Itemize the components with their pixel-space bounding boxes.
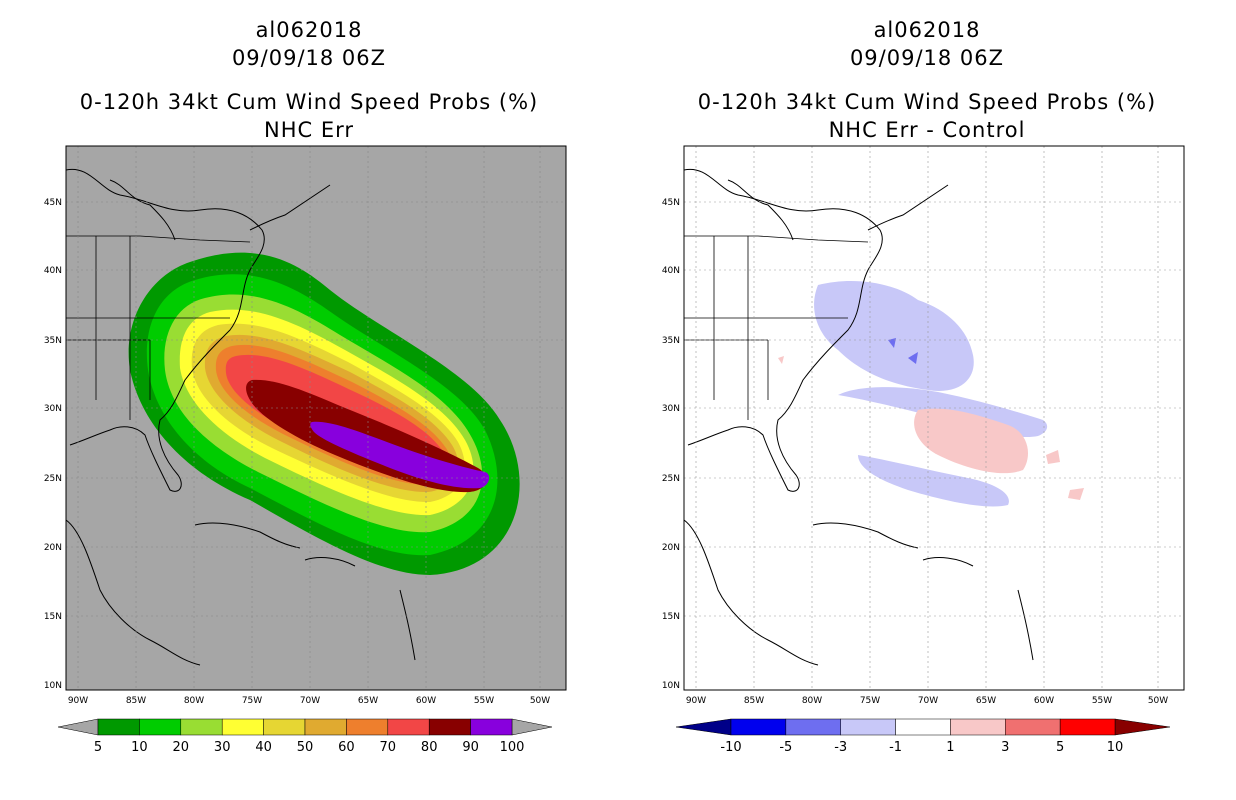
lon-label: 80W [184,696,204,706]
product-title: 0-120h 34kt Cum Wind Speed Probs (%) [697,90,1157,114]
lon-label: 85W [744,696,764,706]
colorbar-bin [730,718,787,736]
colorbar-bin [97,718,140,736]
colorbar-bin [387,718,430,736]
storm-id: al062018 [873,18,981,42]
colorbar-label: 40 [255,740,272,755]
colorbar-label: 90 [462,740,479,755]
colorbar-bin [428,718,471,736]
map-frame [683,145,1185,691]
colorbar-label: 30 [214,740,231,755]
datetime: 09/09/18 06Z [849,46,1005,70]
lat-label: 45N [662,198,680,208]
colorbar-bin [221,718,264,736]
lat-label: 35N [44,336,62,346]
graticule [684,146,1184,690]
lon-label: 60W [416,696,436,706]
lat-label: 30N [44,404,62,414]
colorbar-label: 3 [1001,740,1009,755]
lat-label: 35N [662,336,680,346]
lat-label: 15N [662,612,680,622]
colorbar-label: 20 [173,740,190,755]
lat-label: 40N [662,266,680,276]
lon-label: 70W [918,696,938,706]
difference-field [778,280,1084,507]
colorbar-label: 10 [131,740,148,755]
lat-label: 40N [44,266,62,276]
lon-label: 60W [1034,696,1054,706]
lon-label: 50W [1148,696,1168,706]
lon-label: 50W [530,696,550,706]
colorbar-bin [950,718,1006,736]
storm-id: al062018 [255,18,363,42]
lon-label: 75W [242,696,262,706]
colorbar-bin [139,718,182,736]
colorbar-label: -3 [834,740,847,755]
colorbar: -10 -5 -3 -1 1 3 5 10 [675,718,1171,755]
lat-label: 25N [44,474,62,484]
right-map-figure: 90W 85W 80W 75W 70W 65W 60W 55W 50W 45N … [662,145,1185,755]
lon-label: 85W [126,696,146,706]
lat-label: 10N [44,681,62,691]
lon-label: 70W [300,696,320,706]
colorbar-under-arrow [675,718,732,736]
coastlines [684,168,1034,666]
colorbar-bin [346,718,389,736]
colorbar-under-arrow [57,718,99,736]
map-frame [65,145,567,691]
colorbar-bin [1059,718,1116,736]
colorbar-label: 5 [1056,740,1064,755]
left-map-figure: 90W 85W 80W 75W 70W 65W 60W 55W 50W 45N … [44,145,567,755]
product-title: 0-120h 34kt Cum Wind Speed Probs (%) [79,90,539,114]
lat-label: 15N [44,612,62,622]
colorbar-bin [895,718,951,736]
datetime: 09/09/18 06Z [231,46,387,70]
colorbar-over-arrow [1114,718,1171,736]
lat-label: 25N [662,474,680,484]
colorbar-bin [304,718,347,736]
lon-label: 75W [860,696,880,706]
colorbar-bin [785,718,841,736]
lon-label: 55W [474,696,494,706]
left-panel: al062018 09/09/18 06Z 0-120h 34kt Cum Wi… [44,18,567,755]
coastlines [66,168,416,666]
colorbar-label: -10 [720,740,741,755]
lon-labels: 90W 85W 80W 75W 70W 65W 60W 55W 50W [686,696,1168,706]
subtitle: NHC Err [263,118,354,142]
colorbar-label: 1 [946,740,954,755]
lon-label: 90W [68,696,88,706]
colorbar-label: 70 [380,740,397,755]
colorbar-label: 50 [297,740,314,755]
colorbar-over-arrow [511,718,553,736]
lat-label: 20N [44,543,62,553]
right-panel: al062018 09/09/18 06Z 0-120h 34kt Cum Wi… [618,0,1236,800]
lat-label: 30N [662,404,680,414]
lat-labels: 45N 40N 35N 30N 25N 20N 15N 10N [662,198,680,691]
colorbar-label: 5 [94,740,102,755]
lat-label: 20N [662,543,680,553]
lon-label: 80W [802,696,822,706]
subtitle: NHC Err - Control [828,118,1026,142]
lon-label: 55W [1092,696,1112,706]
lat-labels: 45N 40N 35N 30N 25N 20N 15N 10N [44,198,62,691]
colorbar-label: 80 [421,740,438,755]
lat-label: 45N [44,198,62,208]
lon-label: 65W [976,696,996,706]
colorbar-bin [470,718,513,736]
colorbar-label: -5 [779,740,792,755]
colorbar-bin [840,718,896,736]
graticule [66,146,566,690]
lat-label: 10N [662,681,680,691]
colorbar-bin [180,718,223,736]
lon-label: 90W [686,696,706,706]
lon-label: 65W [358,696,378,706]
colorbar-label: 60 [338,740,355,755]
colorbar-label: 100 [500,740,525,755]
colorbar-label: -1 [889,740,902,755]
colorbar: 5 10 20 30 40 50 60 70 80 90 100 [57,718,553,755]
lon-labels: 90W 85W 80W 75W 70W 65W 60W 55W 50W [68,696,550,706]
colorbar-bin [263,718,306,736]
colorbar-label: 10 [1107,740,1124,755]
colorbar-bin [1005,718,1061,736]
